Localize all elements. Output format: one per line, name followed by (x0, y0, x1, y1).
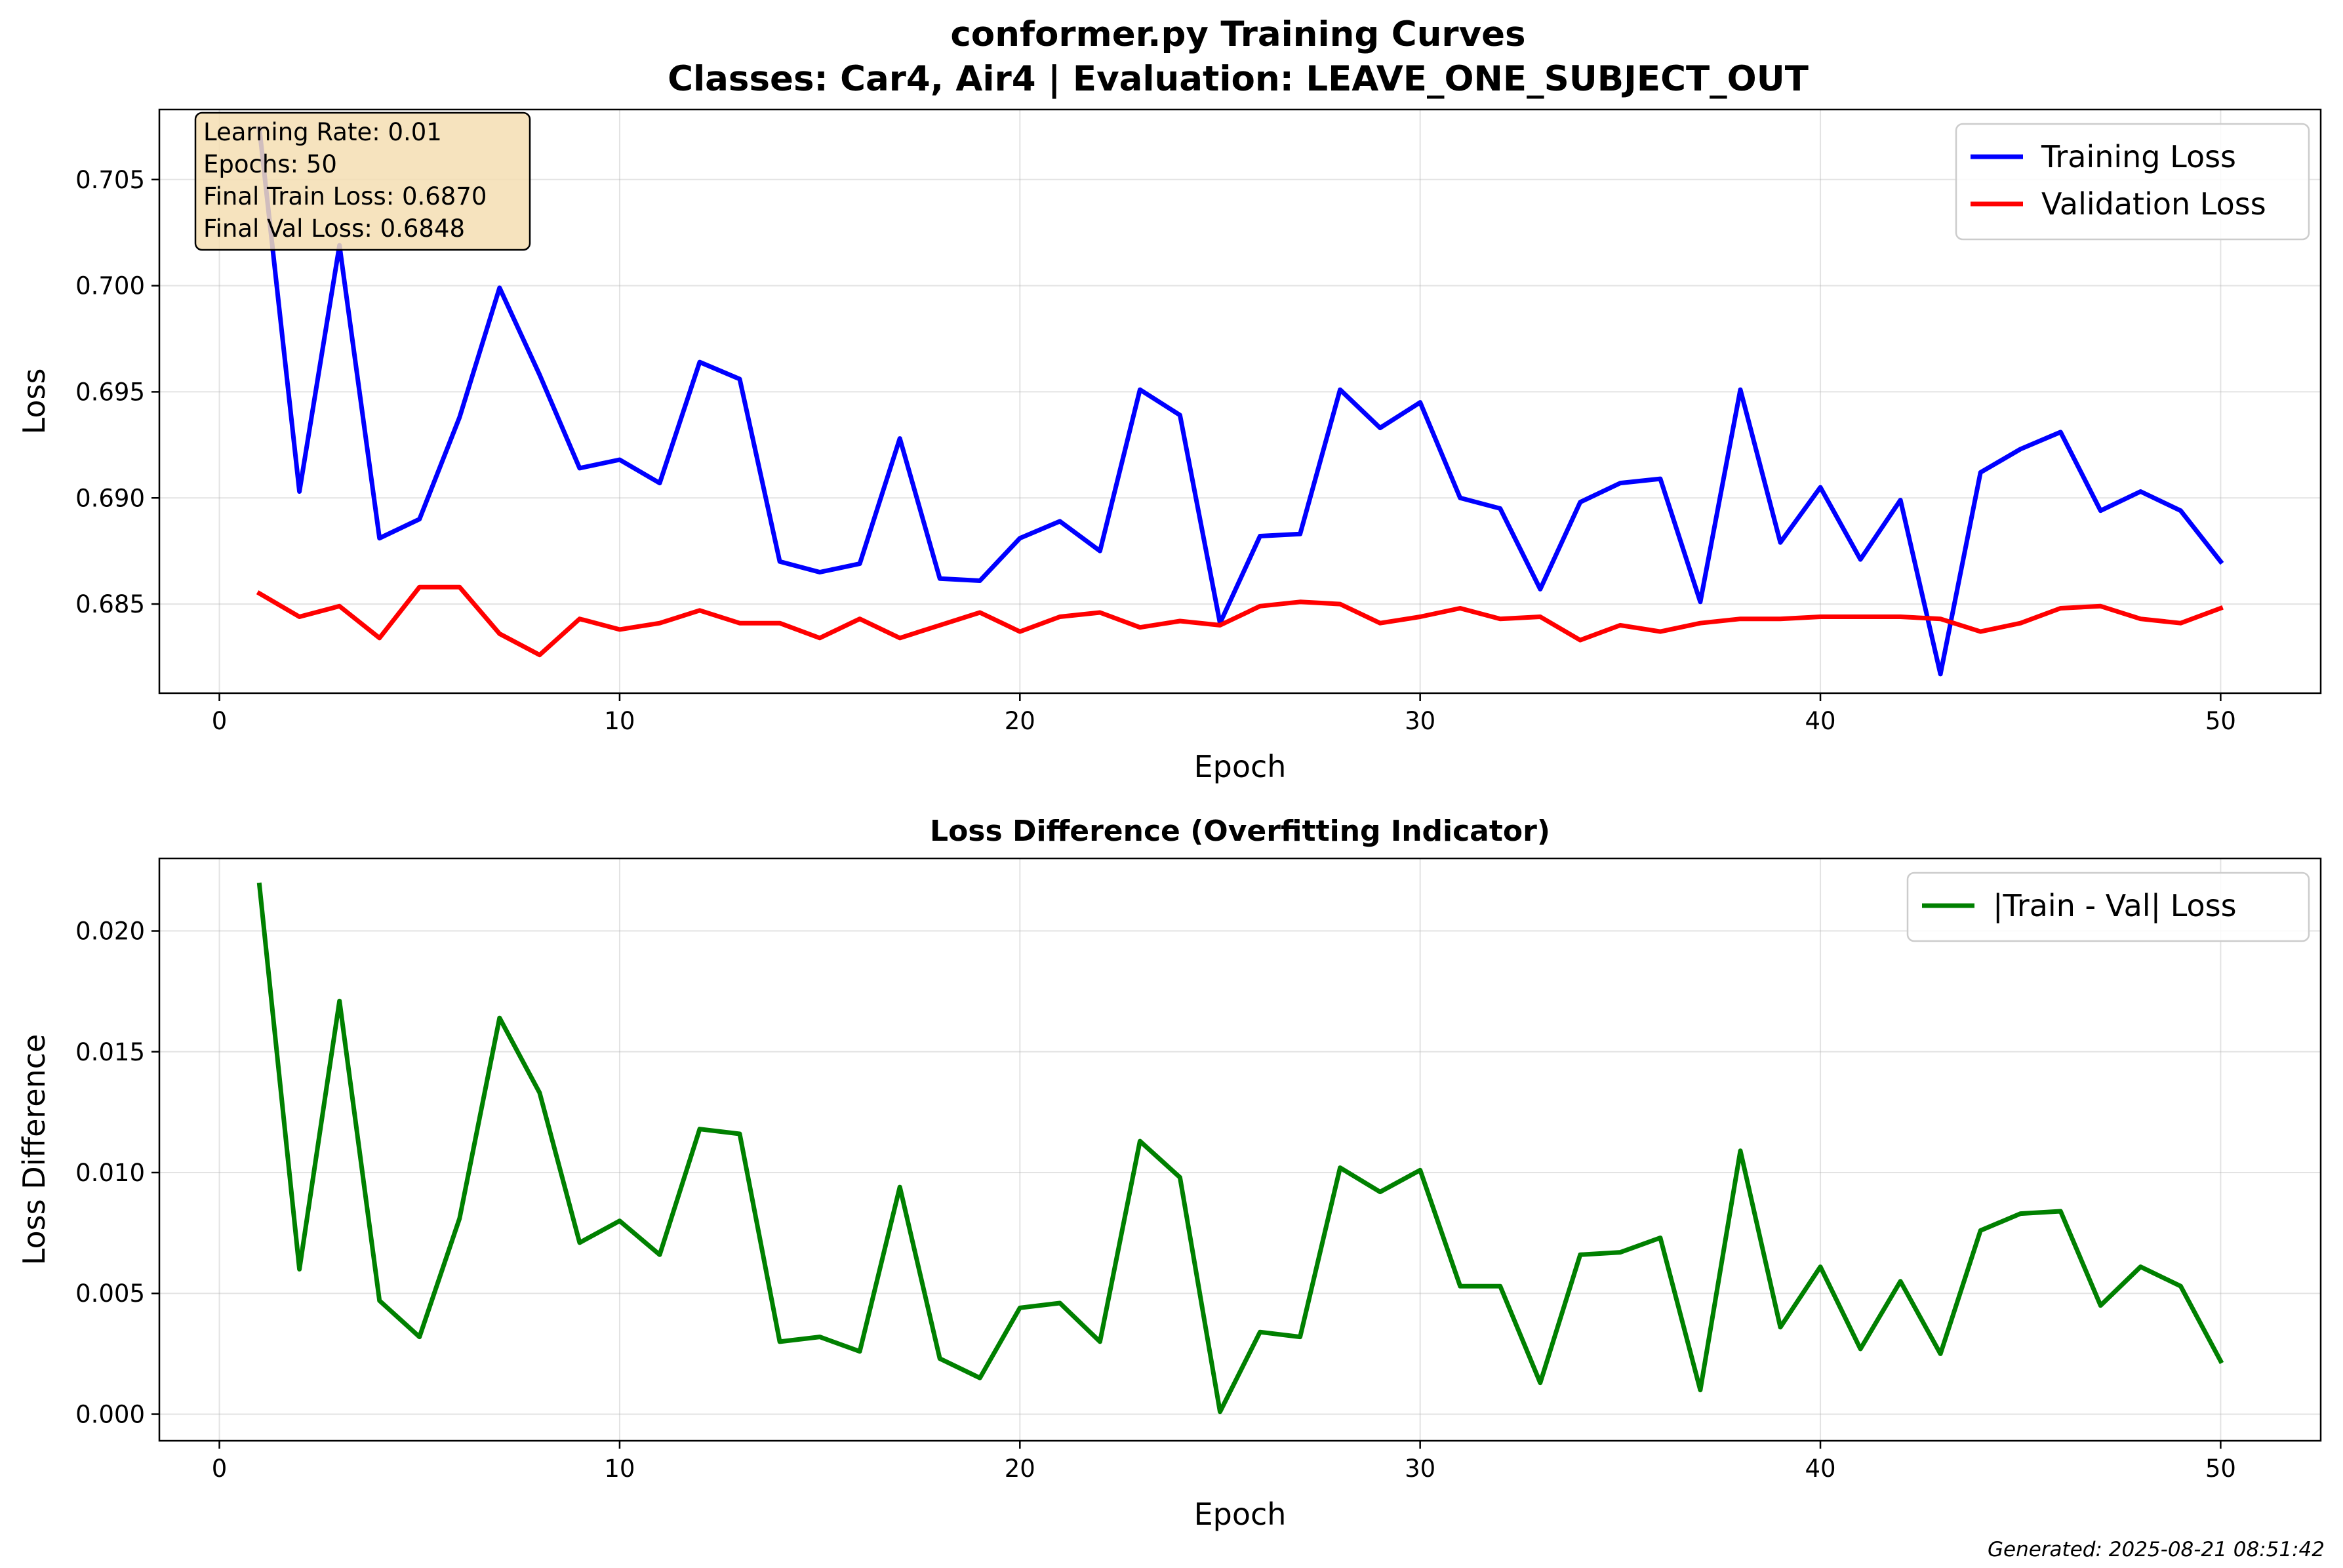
x-tick-label: 50 (2205, 707, 2236, 735)
x-tick-label: 40 (1805, 1455, 1835, 1483)
x-tick-label: 0 (212, 707, 228, 735)
x-axis-label: Epoch (1194, 1497, 1287, 1532)
y-tick-label: 0.705 (75, 166, 145, 194)
legend-label-training-loss: Training Loss (2041, 139, 2236, 174)
legend-label-train-val-loss: |Train - Val| Loss (1993, 888, 2237, 924)
y-axis-label: Loss Difference (16, 1034, 52, 1266)
y-tick-label: 0.685 (75, 590, 145, 618)
y-tick-label: 0.010 (75, 1159, 145, 1187)
y-tick-label: 0.695 (75, 378, 145, 406)
legend-box (1906, 872, 2310, 942)
series-line-validation-loss (256, 584, 2224, 658)
y-axis-label: Loss (16, 369, 52, 435)
x-tick-label: 20 (1005, 1455, 1035, 1483)
legend: |Train - Val| Loss (1906, 872, 2310, 942)
info-box-line: Epochs: 50 (203, 150, 337, 178)
legend-box (1955, 123, 2310, 241)
info-box-line: Final Train Loss: 0.6870 (203, 182, 487, 211)
info-box-frame (194, 111, 531, 251)
x-tick-label: 30 (1405, 707, 1435, 735)
info-box-line: Learning Rate: 0.01 (203, 118, 442, 146)
y-tick-label: 0.700 (75, 272, 145, 300)
generated-timestamp: Generated: 2025-08-21 08:51:42 (1988, 1538, 2325, 1561)
x-tick-label: 0 (212, 1455, 228, 1483)
figure-title-line2: Classes: Car4, Air4 | Evaluation: LEAVE_… (668, 59, 1809, 99)
series-line-training-loss (256, 126, 2224, 677)
x-tick-label: 30 (1405, 1455, 1435, 1483)
axes-frame (158, 857, 2322, 1442)
y-tick-label: 0.690 (75, 484, 145, 512)
axes-frame (158, 108, 2322, 694)
x-tick-label: 20 (1005, 707, 1035, 735)
panel-title: Loss Difference (Overfitting Indicator) (930, 814, 1550, 848)
legend: Training Loss Validation Loss (1955, 123, 2310, 241)
x-tick-label: 10 (604, 707, 635, 735)
y-tick-label: 0.015 (75, 1038, 145, 1066)
y-tick-label: 0.020 (75, 917, 145, 946)
x-tick-label: 10 (604, 1455, 635, 1483)
series-line-train-val-loss (256, 882, 2224, 1415)
x-tick-label: 50 (2205, 1455, 2236, 1483)
legend-label-validation-loss: Validation Loss (2041, 186, 2266, 222)
figure-title-line1: conformer.py Training Curves (950, 14, 1525, 54)
loss-curves-panel: 0 10 20 30 40 50 0.685 0.690 0.695 0.700 0.705 Epoc… (16, 108, 2322, 784)
y-tick-label: 0.000 (75, 1400, 145, 1428)
loss-difference-panel: 0 10 20 30 40 50 0.000 0.005 0.010 0.015 0.020 Epoc… (16, 814, 2322, 1532)
x-tick-label: 40 (1805, 707, 1835, 735)
info-box: Learning Rate: 0.01 Epochs: 50 Final Train… (194, 111, 531, 251)
info-box-line: Final Val Loss: 0.6848 (203, 214, 465, 243)
y-tick-label: 0.005 (75, 1279, 145, 1308)
x-axis-label: Epoch (1194, 749, 1287, 784)
